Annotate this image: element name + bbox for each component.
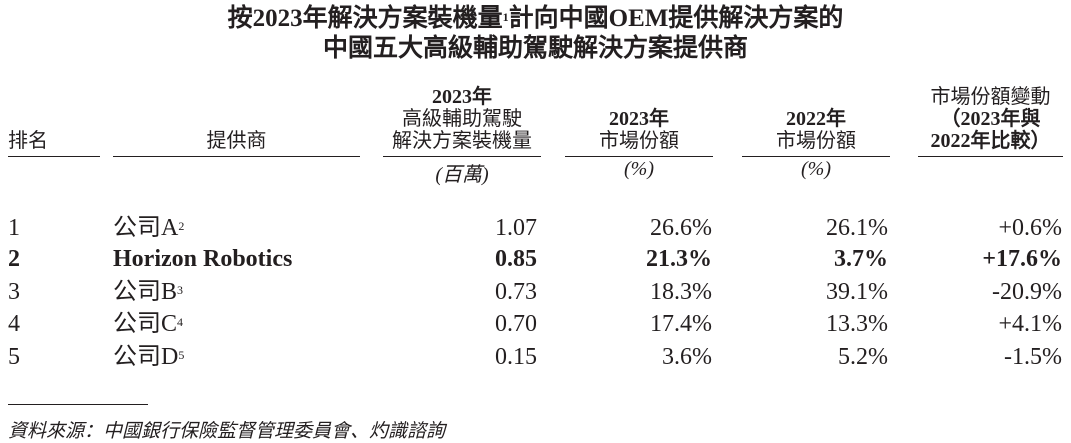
value-cell: 3.7% (834, 246, 888, 272)
value-cell: -20.9% (992, 279, 1062, 305)
value-cell: 1.07 (495, 215, 537, 241)
value-cell: 0.70 (495, 311, 537, 337)
value-cell: 3.6% (662, 344, 712, 370)
header-text: 排名 (8, 130, 48, 152)
header-text: 2023年 (609, 108, 669, 130)
value-cell: 0.15 (495, 344, 537, 370)
value-cell: -1.5% (1004, 344, 1062, 370)
provider-note: 4 (177, 315, 184, 329)
source: 資料來源：中國銀行保險監督管理委員會、灼識諮詢 (8, 421, 446, 442)
provider-name: 公司C (113, 311, 178, 337)
provider-name: Horizon Robotics (113, 246, 293, 272)
provider-note: 2 (178, 219, 185, 233)
header-text: 2022年 (786, 108, 846, 130)
header-text: 2023年 (432, 86, 492, 108)
rank: 1 (8, 215, 20, 241)
provider: 公司B3 (113, 278, 183, 306)
value-cell: 18.3% (650, 279, 712, 305)
header-text: 提供商 (206, 130, 267, 152)
value-cell: +0.6% (998, 215, 1062, 241)
title-line-1: 按2023年解決方案裝機量1計向中國OEM提供解決方案的 (0, 4, 1071, 34)
header-rule (918, 156, 1063, 157)
value-cell: 21.3% (646, 246, 712, 272)
unit-label: (百萬) (435, 164, 489, 186)
title-text: 計向中國OEM提供解決方案的 (508, 5, 844, 32)
title-line-2: 中國五大高級輔助駕駛解決方案提供商 (322, 35, 748, 62)
provider: 公司D5 (113, 343, 184, 371)
unit-label: (%) (801, 158, 831, 180)
header-text: 高級輔助駕駛 (402, 108, 522, 130)
value-cell: +17.6% (982, 246, 1062, 272)
header-text: 解決方案裝機量 (392, 130, 532, 152)
rank: 3 (8, 279, 20, 305)
provider-note: 3 (177, 283, 184, 297)
rank: 2 (8, 246, 20, 272)
provider: 公司C4 (113, 310, 183, 338)
value-cell: 5.2% (838, 344, 888, 370)
value-cell: 0.73 (495, 279, 537, 305)
value-cell: 26.6% (650, 215, 712, 241)
rank: 5 (8, 344, 20, 370)
header-rule (113, 156, 360, 157)
value-cell: +4.1% (998, 311, 1062, 337)
header-text: （2023年與 (940, 108, 1041, 130)
rank: 4 (8, 311, 20, 337)
value-cell: 13.3% (826, 311, 888, 337)
provider: 公司A2 (113, 214, 184, 242)
value-cell: 26.1% (826, 215, 888, 241)
header-text: 2022年比較） (930, 130, 1051, 152)
provider-name: 公司B (113, 279, 178, 305)
provider-note: 5 (178, 348, 185, 362)
provider: Horizon Robotics (113, 245, 292, 273)
value-cell: 0.85 (495, 246, 537, 272)
title-note: 1 (502, 10, 509, 24)
header-rule (742, 156, 890, 157)
value-cell: 17.4% (650, 311, 712, 337)
title-text: 按2023年解決方案裝機量 (227, 5, 503, 32)
header-rule (565, 156, 713, 157)
value-cell: 39.1% (826, 279, 888, 305)
header-rule (8, 156, 100, 157)
provider-name: 公司A (113, 215, 179, 241)
header-text: 市場份額 (599, 130, 679, 152)
header-text: 市場份額變動 (930, 86, 1051, 108)
unit-label: (%) (624, 158, 654, 180)
provider-name: 公司D (113, 344, 179, 370)
header-text: 市場份額 (776, 130, 856, 152)
footnote-rule (8, 404, 148, 405)
header-rule (383, 156, 541, 157)
